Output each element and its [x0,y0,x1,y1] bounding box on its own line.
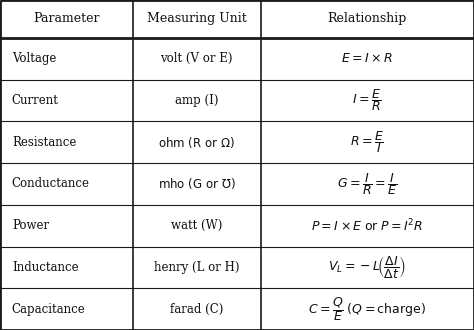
Text: Conductance: Conductance [12,178,90,190]
Text: Current: Current [12,94,59,107]
Text: Voltage: Voltage [12,52,56,65]
Text: $\mathrm{mho\ (G\ or\ }\mho\mathrm{)}$: $\mathrm{mho\ (G\ or\ }\mho\mathrm{)}$ [158,177,236,191]
Text: $\mathrm{ohm\ (R\ or\ }\Omega\mathrm{)}$: $\mathrm{ohm\ (R\ or\ }\Omega\mathrm{)}$ [158,135,235,150]
Text: $E = I \times R$: $E = I \times R$ [341,52,393,65]
Text: Inductance: Inductance [12,261,79,274]
Text: Measuring Unit: Measuring Unit [147,13,246,25]
Text: volt (V or E): volt (V or E) [161,52,233,65]
Text: $G = \dfrac{I}{R} = \dfrac{I}{E}$: $G = \dfrac{I}{R} = \dfrac{I}{E}$ [337,171,398,197]
Text: Relationship: Relationship [328,13,407,25]
Text: Capacitance: Capacitance [12,303,86,315]
Text: $I = \dfrac{E}{R}$: $I = \dfrac{E}{R}$ [353,87,382,114]
Text: Power: Power [12,219,49,232]
Text: watt (W): watt (W) [171,219,222,232]
Text: Resistance: Resistance [12,136,76,149]
Text: amp (I): amp (I) [175,94,219,107]
Text: $C = \dfrac{Q}{E}\;(Q = \mathrm{charge})$: $C = \dfrac{Q}{E}\;(Q = \mathrm{charge})… [309,295,426,323]
Text: farad (C): farad (C) [170,303,223,315]
Text: henry (L or H): henry (L or H) [154,261,239,274]
Text: Parameter: Parameter [33,13,100,25]
Text: $V_{L} = -L\!\left(\dfrac{\Delta I}{\Delta t}\right)$: $V_{L} = -L\!\left(\dfrac{\Delta I}{\Del… [328,254,406,280]
Text: $R = \dfrac{E}{I}$: $R = \dfrac{E}{I}$ [350,129,384,155]
Text: $P = I \times E \;\mathrm{or}\; P = I^{2}R$: $P = I \times E \;\mathrm{or}\; P = I^{2… [311,217,423,234]
